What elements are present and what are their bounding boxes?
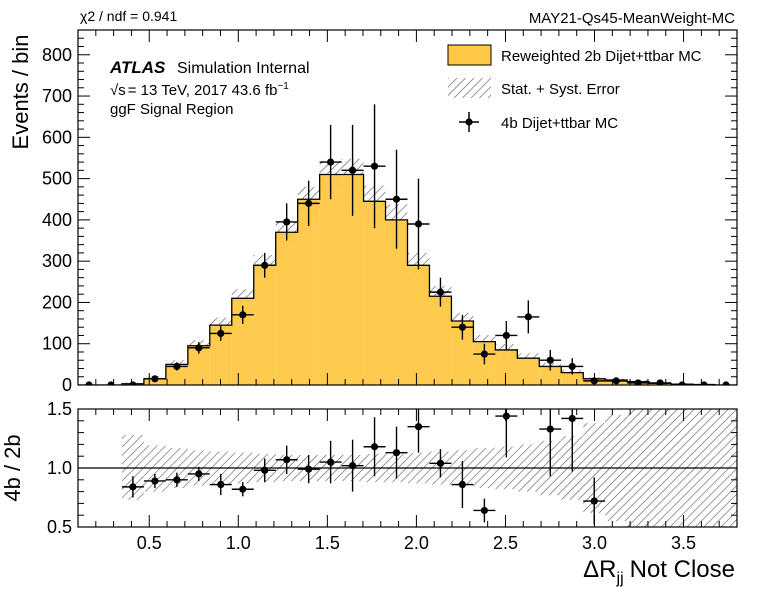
main-y-tick-label: 0 (62, 375, 72, 395)
data-point (613, 377, 620, 384)
main-y-tick-label: 500 (42, 169, 72, 189)
ratio-point (239, 486, 246, 493)
histogram-bar (320, 174, 342, 385)
ratio-point (173, 476, 180, 483)
data-point (569, 363, 576, 370)
data-point (503, 332, 510, 339)
x-axis-label-suffix: Not Close (630, 556, 735, 583)
main-y-tick-label: 300 (42, 251, 72, 271)
ratio-point (283, 456, 290, 463)
ratio-point (217, 481, 224, 488)
legend: Reweighted 2b Dijet+ttbar MC Stat. + Sys… (448, 45, 702, 132)
histogram-bar (364, 201, 386, 385)
x-tick-label: 2.0 (404, 533, 429, 553)
data-point (173, 363, 180, 370)
histogram-bar (517, 358, 539, 385)
data-point (151, 375, 158, 382)
histogram-bar (298, 199, 320, 385)
data-point (217, 330, 224, 337)
histogram-bar (254, 265, 276, 385)
data-point (261, 262, 268, 269)
data-point (239, 311, 246, 318)
main-y-tick-label: 400 (42, 210, 72, 230)
legend-label-marker: 4b Dijet+ttbar MC (501, 115, 618, 132)
energy-text: = 13 TeV, 2017 43.6 fb (128, 82, 278, 99)
ratio-point (305, 466, 312, 473)
ratio-point (481, 507, 488, 514)
main-y-tick-label: 800 (42, 45, 72, 65)
ratio-point (261, 467, 268, 474)
x-tick-label: 1.0 (226, 533, 251, 553)
main-y-tick-label: 100 (42, 334, 72, 354)
histogram-bar (408, 265, 430, 385)
energy-sqrt: √s (110, 82, 126, 99)
data-point (525, 313, 532, 320)
chi2-label: χ2 / ndf = 0.941 (80, 8, 177, 24)
ratio-point (547, 425, 554, 432)
legend-marker (465, 118, 472, 125)
x-axis-label-sub: jj (616, 570, 624, 587)
ratio-point (371, 443, 378, 450)
atlas-label: ATLAS (109, 58, 166, 77)
main-y-tick-label: 700 (42, 86, 72, 106)
ratio-point (393, 449, 400, 456)
x-tick-label: 2.5 (493, 533, 518, 553)
data-point (371, 163, 378, 170)
legend-label-hatch: Stat. + Syst. Error (501, 81, 620, 98)
ratio-point (327, 459, 334, 466)
ratio-y-axis-label: 4b / 2b (0, 434, 25, 501)
ratio-point (569, 415, 576, 422)
ratio-point (503, 412, 510, 419)
x-axis-label-main: ΔR (583, 556, 616, 583)
data-point (415, 220, 422, 227)
x-tick-label: 3.0 (582, 533, 607, 553)
histogram-bar (276, 232, 298, 385)
ratio-y-tick-label: 1.0 (47, 458, 72, 478)
histogram-bar (495, 350, 517, 385)
data-point (195, 344, 202, 351)
tag-label: MAY21-Qs45-MeanWeight-MC (529, 10, 735, 27)
histogram-bar (429, 296, 451, 385)
data-point (459, 324, 466, 331)
atlas-suffix-label: Simulation Internal (177, 60, 310, 77)
data-point (305, 200, 312, 207)
ratio-point (459, 481, 466, 488)
ratio-point (415, 423, 422, 430)
data-point (327, 158, 334, 165)
main-y-tick-label: 600 (42, 127, 72, 147)
x-tick-label: 3.5 (671, 533, 696, 553)
x-axis-label: ΔRjj Not Close (583, 556, 735, 587)
ratio-y-tick-label: 1.5 (47, 399, 72, 419)
main-y-tick-label: 200 (42, 292, 72, 312)
legend-swatch-hatch (448, 78, 491, 98)
data-point (283, 218, 290, 225)
x-tick-label: 0.5 (137, 533, 162, 553)
energy-sup: −1 (277, 81, 289, 92)
ratio-point (349, 462, 356, 469)
ratio-point (151, 477, 158, 484)
energy-label: √s= 13 TeV, 2017 43.6 fb−1 (110, 81, 289, 99)
data-point (547, 357, 554, 364)
main-y-axis-label: Events / bin (8, 35, 33, 150)
x-tick-label: 1.5 (315, 533, 340, 553)
ratio-point (195, 470, 202, 477)
ratio-point (129, 483, 136, 490)
data-point (481, 350, 488, 357)
legend-swatch-fill (448, 45, 491, 65)
ratio-plot-area: 0.5 1.0 1.5 2.0 2.5 3.0 3.5 0.5 1.0 1.5 (47, 365, 737, 553)
legend-label-fill: Reweighted 2b Dijet+ttbar MC (501, 48, 702, 65)
ratio-point (437, 460, 444, 467)
data-point (393, 196, 400, 203)
data-point (437, 289, 444, 296)
data-point (349, 167, 356, 174)
region-label: ggF Signal Region (110, 101, 233, 118)
ratio-point (591, 497, 598, 504)
ratio-y-tick-label: 0.5 (47, 517, 72, 537)
